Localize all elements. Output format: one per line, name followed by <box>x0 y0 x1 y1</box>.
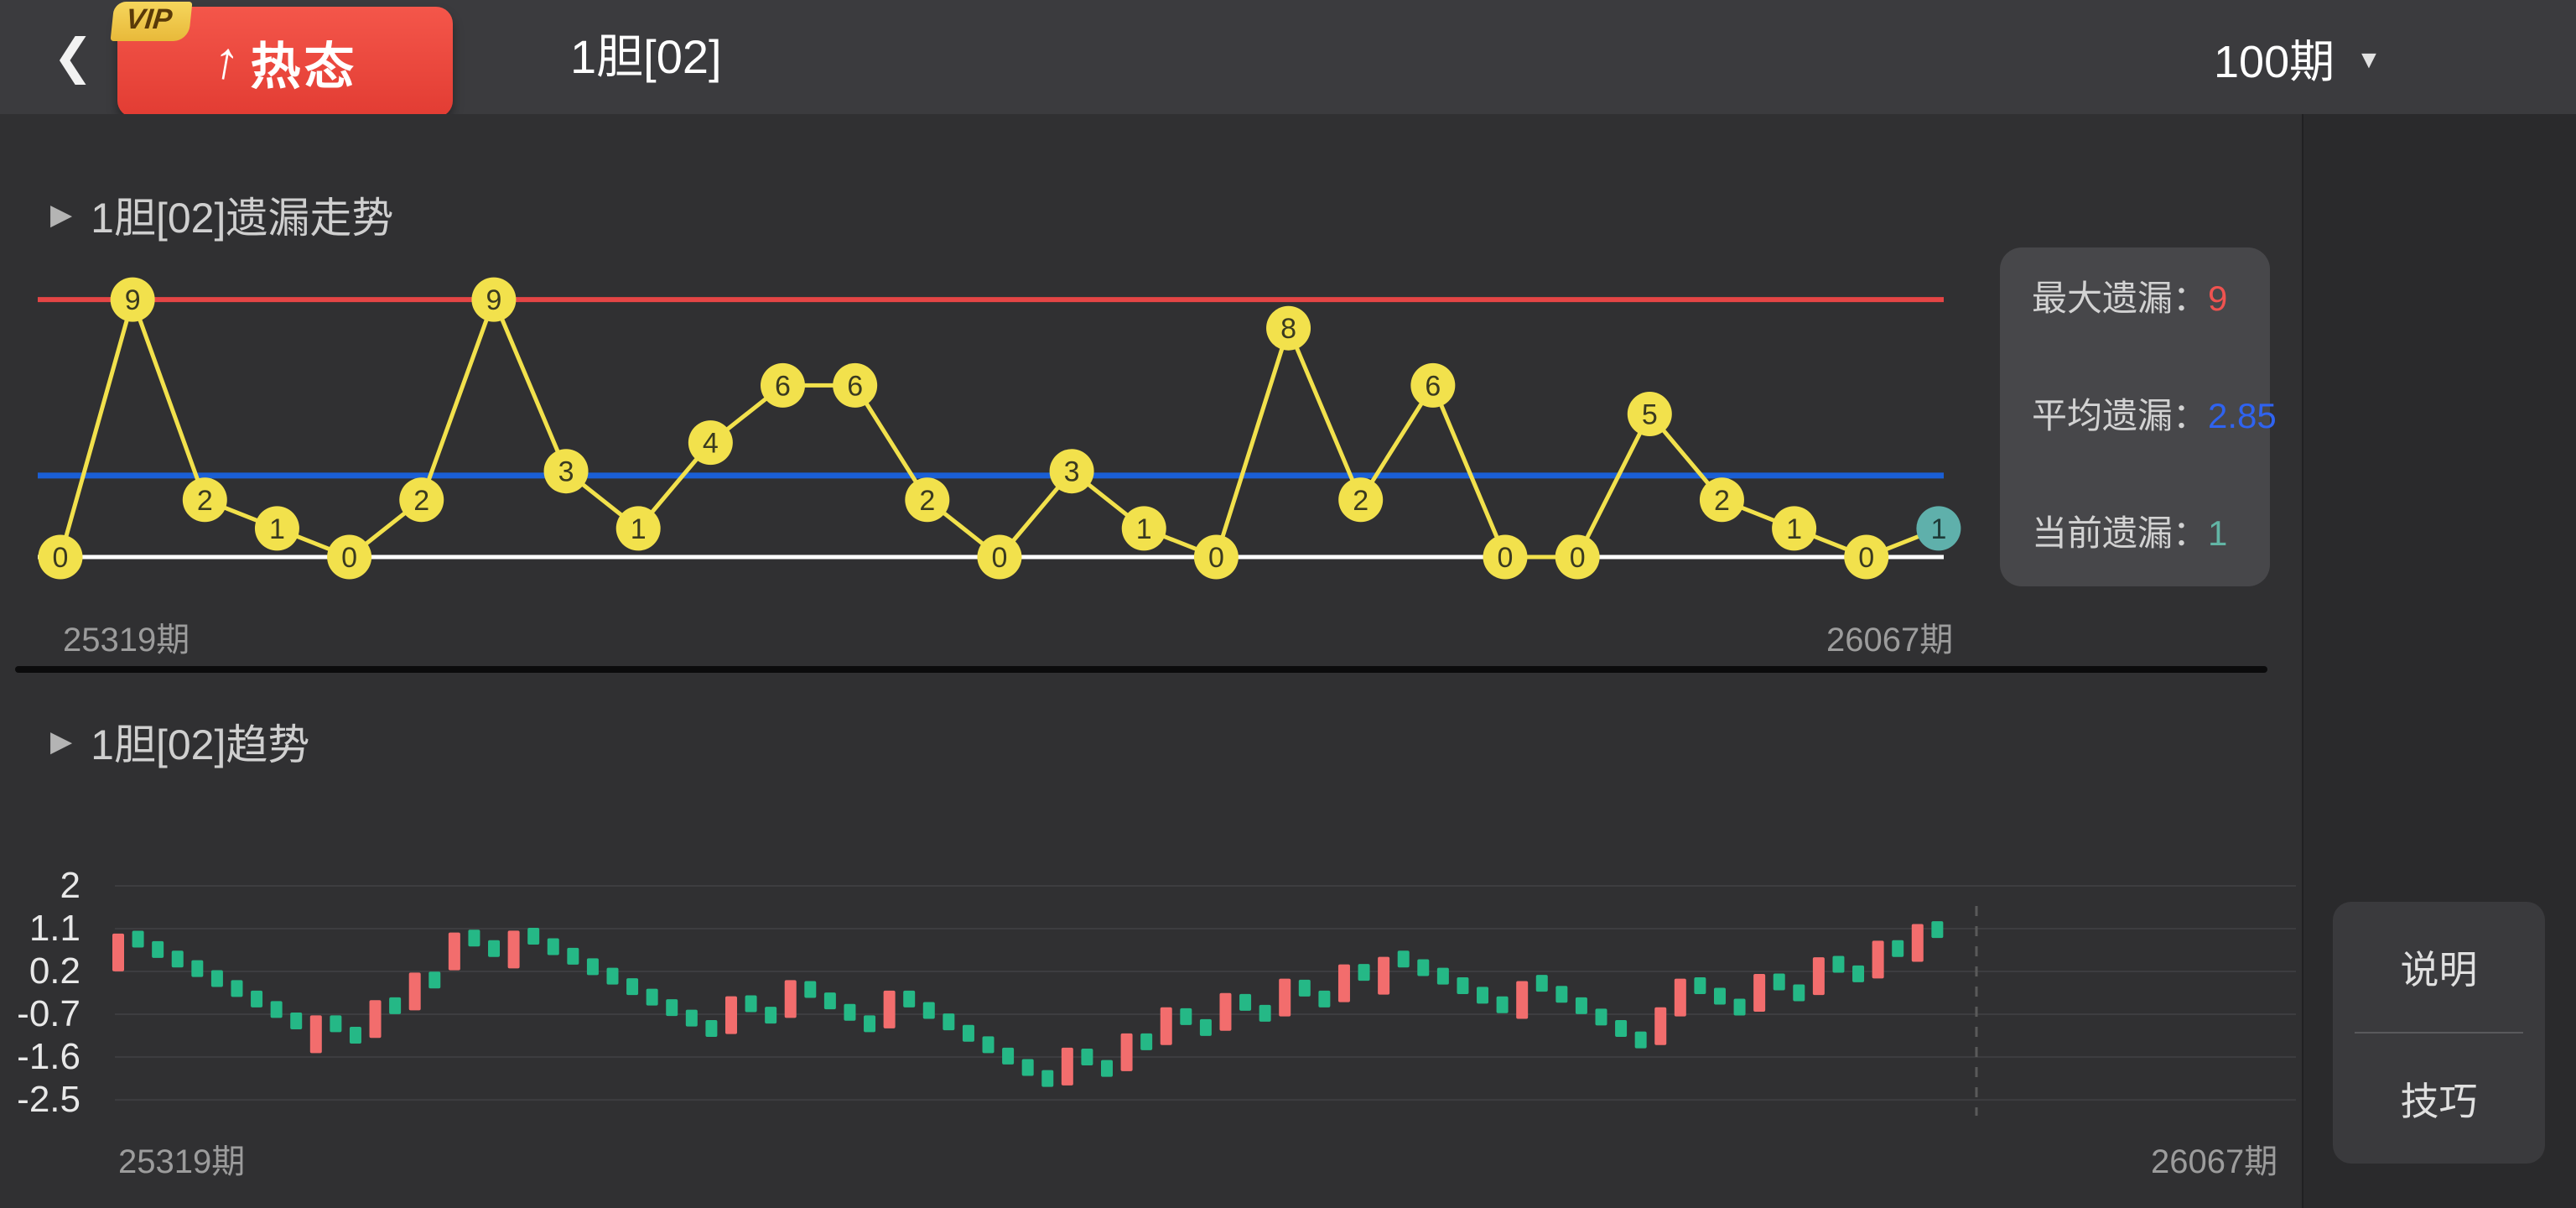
up-arrow-icon: ↑ <box>208 29 244 91</box>
svg-text:6: 6 <box>775 370 791 402</box>
stat-value: 2.85 <box>2208 396 2277 435</box>
chevron-down-icon: ▼ <box>2356 46 2381 74</box>
svg-text:2: 2 <box>1714 485 1730 517</box>
side-button-panel: 说明 技巧 <box>2333 902 2545 1164</box>
svg-text:1: 1 <box>631 513 647 545</box>
vip-badge-label: 热态 <box>250 38 358 95</box>
svg-text:0: 0 <box>1208 542 1224 574</box>
stat-value: 1 <box>2208 513 2228 553</box>
trend-section-header[interactable]: ▶ 1胆[02]趋势 <box>50 711 309 772</box>
page-title: 1胆[02] <box>570 30 722 83</box>
trend-y-tick: 0.2 <box>29 950 80 992</box>
right-rail: 说明 技巧 <box>2302 114 2576 1208</box>
trend-x-end-label: 26067期 <box>2151 1143 2278 1180</box>
trend-y-tick: -2.5 <box>17 1079 80 1121</box>
omission-stats-panel: 最大遗漏：9 平均遗漏：2.85 当前遗漏：1 <box>2000 247 2277 586</box>
main-content: ▶ 1胆[02]遗漏走势 0 9 2 1 0 2 9 3 1 4 6 6 2 0 3 1 0 8 2 6 0 0 5 2 1 0 1… <box>0 114 2302 1208</box>
stat-current-omission: 当前遗漏：1 <box>2032 506 2258 561</box>
svg-text:2: 2 <box>919 485 935 517</box>
svg-text:9: 9 <box>486 284 501 316</box>
omission-x-end-label: 26067期 <box>1826 622 1954 659</box>
svg-text:4: 4 <box>703 428 719 460</box>
svg-text:1: 1 <box>1930 513 1946 545</box>
svg-text:2: 2 <box>1353 485 1368 517</box>
svg-text:8: 8 <box>1280 313 1296 345</box>
omission-chart-svg: 0 9 2 1 0 2 9 3 1 4 6 6 2 0 3 1 0 8 2 6 0 0 5 2 1 0 1 <box>38 277 1961 580</box>
panel-divider <box>2355 1032 2523 1034</box>
svg-text:6: 6 <box>847 370 863 402</box>
vip-hot-badge[interactable]: VIP ↑ 热态 <box>110 2 453 117</box>
tips-button[interactable]: 技巧 <box>2400 1079 2478 1123</box>
svg-text:0: 0 <box>1858 542 1874 574</box>
triangle-right-icon: ▶ <box>50 199 73 231</box>
trend-y-tick: 1.1 <box>29 907 80 949</box>
stat-label: 最大遗漏： <box>2032 279 2209 318</box>
svg-text:1: 1 <box>269 513 285 545</box>
stat-max-omission: 最大遗漏：9 <box>2032 271 2258 326</box>
svg-text:2: 2 <box>197 485 213 517</box>
stat-avg-omission: 平均遗漏：2.85 <box>2032 388 2277 444</box>
svg-text:0: 0 <box>991 542 1007 574</box>
svg-text:0: 0 <box>1498 542 1514 574</box>
trend-y-tick: 2 <box>60 864 80 906</box>
stat-label: 平均遗漏： <box>2032 396 2209 435</box>
omission-section-title: 1胆[02]遗漏走势 <box>91 195 394 242</box>
svg-text:1: 1 <box>1786 513 1802 545</box>
stat-value: 9 <box>2208 279 2228 318</box>
svg-text:6: 6 <box>1425 370 1441 402</box>
svg-text:3: 3 <box>558 456 574 488</box>
period-selector[interactable]: 100期 ▼ <box>2214 0 2381 114</box>
omission-section-header[interactable]: ▶ 1胆[02]遗漏走势 <box>50 185 393 245</box>
explanation-button[interactable]: 说明 <box>2400 947 2478 992</box>
omission-x-start-label: 25319期 <box>63 622 190 659</box>
back-icon[interactable]: ❮ <box>52 29 94 84</box>
trend-x-start-label: 25319期 <box>118 1143 246 1180</box>
svg-text:0: 0 <box>1570 542 1586 574</box>
trend-section-title: 1胆[02]趋势 <box>91 721 310 768</box>
svg-text:0: 0 <box>341 542 357 574</box>
svg-text:9: 9 <box>125 284 141 316</box>
svg-text:0: 0 <box>53 542 69 574</box>
svg-text:1: 1 <box>1136 513 1152 545</box>
header-bar: ❮ VIP ↑ 热态 1胆[02] 100期 ▼ <box>0 0 2576 117</box>
trend-y-tick: -0.7 <box>17 993 80 1035</box>
period-value: 100期 <box>2214 36 2335 87</box>
svg-text:3: 3 <box>1064 456 1080 488</box>
stat-label: 当前遗漏： <box>2032 513 2209 553</box>
trend-chart-svg <box>112 884 2296 1116</box>
svg-text:2: 2 <box>413 485 429 517</box>
trend-y-tick: -1.6 <box>17 1036 80 1078</box>
triangle-right-icon: ▶ <box>50 726 73 758</box>
section-divider <box>15 666 2267 673</box>
svg-text:5: 5 <box>1642 399 1658 431</box>
